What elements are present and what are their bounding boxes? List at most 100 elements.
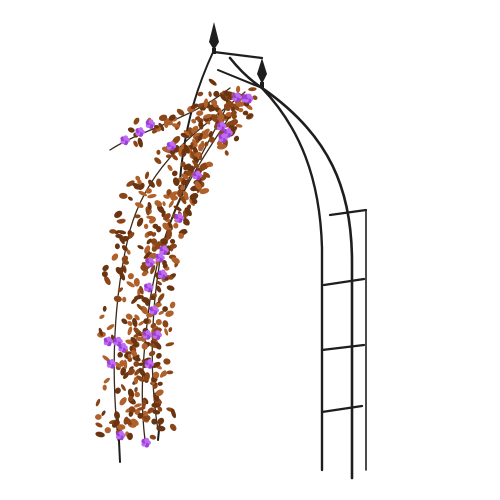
leaf — [158, 122, 165, 132]
flower — [103, 336, 114, 347]
leaf — [169, 301, 176, 309]
leaf — [163, 358, 171, 365]
leaf — [128, 406, 136, 413]
leaf — [121, 245, 128, 252]
leaf — [113, 295, 122, 303]
leaf — [223, 90, 229, 97]
leaf — [119, 397, 127, 406]
leaf — [130, 349, 138, 357]
finial-base — [212, 48, 216, 54]
leaf — [152, 409, 161, 415]
leaf — [133, 117, 140, 125]
leaf — [181, 173, 190, 180]
leaf — [144, 245, 151, 254]
leaf — [134, 386, 138, 393]
leaf — [176, 108, 185, 116]
leaf — [137, 137, 143, 148]
leaf — [167, 164, 173, 172]
leaf — [180, 196, 187, 205]
leaf — [200, 140, 205, 149]
leaf — [146, 238, 152, 245]
leaf — [133, 140, 138, 147]
leaf — [171, 123, 181, 128]
flower-petal — [144, 437, 150, 443]
leaf — [218, 109, 223, 118]
leaf — [104, 276, 111, 286]
leaf — [123, 359, 128, 370]
leaf — [156, 280, 163, 286]
ladder-rung — [320, 343, 366, 352]
leaf — [126, 249, 131, 255]
leaf — [156, 425, 166, 432]
top-crossbar — [212, 50, 264, 60]
leaf — [203, 171, 211, 178]
leaf — [141, 399, 146, 410]
leaf — [225, 112, 232, 117]
ladder-rung — [322, 277, 366, 287]
flower-petal — [145, 330, 151, 335]
leaf — [172, 177, 180, 186]
flower — [118, 342, 128, 353]
leaf — [162, 222, 169, 230]
leaf — [102, 305, 107, 312]
flower — [144, 359, 155, 369]
flower-petal — [152, 305, 158, 311]
flowers — [103, 92, 254, 448]
leaf — [172, 170, 178, 177]
leaf — [155, 319, 162, 326]
leaf — [95, 422, 103, 428]
flower — [142, 330, 153, 340]
leaf — [156, 226, 162, 233]
inner-rail — [260, 86, 324, 472]
leaf — [144, 171, 150, 180]
leaf — [150, 322, 157, 329]
leaf — [133, 334, 139, 338]
flower — [166, 141, 177, 151]
flower — [155, 252, 165, 263]
leaf — [134, 409, 141, 415]
finials — [209, 22, 267, 88]
leaf — [127, 368, 135, 376]
flower — [116, 430, 126, 441]
leaf — [114, 230, 121, 235]
leaf — [164, 328, 169, 336]
leaf — [126, 281, 135, 288]
leaf — [163, 213, 171, 221]
leaf — [211, 114, 219, 123]
leaf — [154, 243, 161, 250]
flower-petal — [177, 213, 183, 218]
leaf — [180, 185, 186, 191]
leaf — [166, 285, 175, 291]
leaf — [111, 253, 119, 261]
leaf — [95, 431, 105, 438]
leaf — [133, 278, 140, 287]
leaf — [186, 204, 191, 211]
leaf — [149, 217, 156, 224]
leaf — [154, 200, 163, 207]
leaf — [134, 202, 144, 208]
leaf — [183, 130, 191, 136]
leaf — [141, 270, 148, 277]
leaf — [169, 423, 177, 432]
leaf — [103, 377, 110, 384]
leaf — [156, 149, 161, 155]
leaf — [109, 229, 117, 234]
leaf — [248, 87, 257, 92]
leaf — [165, 342, 175, 347]
leaf — [163, 194, 170, 199]
flower — [157, 269, 168, 280]
leaf — [211, 99, 218, 108]
leaf — [151, 418, 158, 425]
leaf — [141, 343, 148, 350]
flower — [106, 359, 117, 369]
leaf — [170, 244, 174, 252]
leaf — [135, 354, 140, 360]
leaf — [242, 110, 249, 116]
leaf — [114, 411, 120, 420]
leaf — [116, 219, 126, 224]
leaf — [208, 136, 215, 143]
leaf — [160, 238, 168, 245]
leaf — [149, 434, 157, 440]
leaf — [217, 114, 225, 121]
flower — [223, 127, 233, 138]
